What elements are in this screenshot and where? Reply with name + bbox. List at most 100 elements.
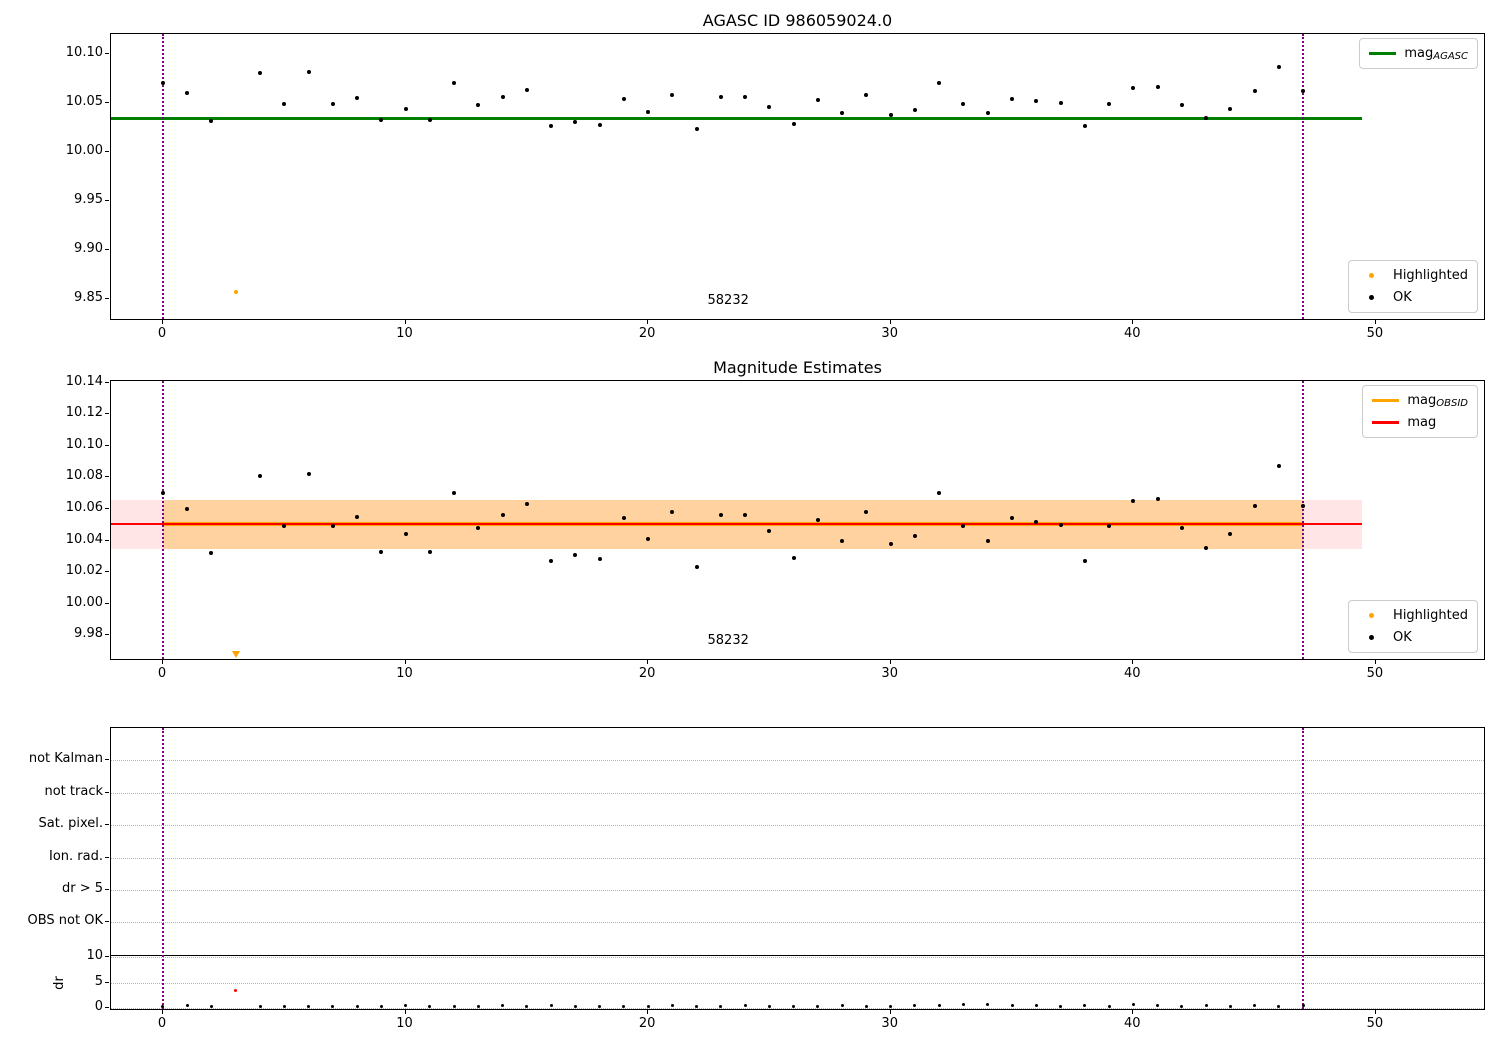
dr-point xyxy=(816,1005,820,1008)
dr-point xyxy=(1180,1004,1184,1008)
data-point xyxy=(597,557,602,562)
data-point xyxy=(1179,525,1184,530)
dr-point xyxy=(598,1005,602,1008)
dr-point xyxy=(573,1005,577,1009)
x-tick-mark xyxy=(1132,660,1134,664)
flag-gridline xyxy=(111,825,1484,827)
data-point xyxy=(306,69,311,74)
data-point xyxy=(743,95,748,100)
dr-point xyxy=(1277,1004,1281,1008)
y-tick-label: 10.14 xyxy=(65,373,103,389)
dr-point xyxy=(525,1004,529,1008)
data-point xyxy=(1010,516,1014,521)
obsid-boundary-vline xyxy=(1302,728,1305,1009)
dr-point xyxy=(622,1004,626,1008)
y-tick-label: 10.00 xyxy=(65,594,103,610)
data-point xyxy=(1276,64,1281,69)
legend-line-sample xyxy=(1369,52,1397,55)
legend-label: magAGASC xyxy=(1404,45,1468,62)
data-point xyxy=(1034,519,1039,524)
x-tick-mark xyxy=(889,660,891,664)
dr-tick-mark xyxy=(105,956,109,957)
data-point xyxy=(573,119,578,124)
plot-title-agasc: AGASC ID 986059024.0 xyxy=(702,11,893,30)
obsid-boundary-vline xyxy=(161,34,164,319)
x-tick-label: 20 xyxy=(638,666,656,681)
dr-point xyxy=(961,1003,965,1007)
dr-point xyxy=(1301,1004,1305,1008)
obsid-label: 58232 xyxy=(707,633,749,648)
dr-point xyxy=(404,1004,408,1008)
legend-label: mag xyxy=(1407,414,1437,430)
data-point xyxy=(524,88,529,93)
data-point xyxy=(1107,101,1112,106)
x-tick-label: 40 xyxy=(1124,1016,1141,1031)
dr-point xyxy=(355,1004,359,1008)
data-point xyxy=(549,123,554,128)
flag-row-label: OBS not OK xyxy=(27,913,104,929)
mag-line xyxy=(111,522,1363,526)
x-tick-mark xyxy=(1374,320,1376,324)
y-tick-label: 10.08 xyxy=(65,468,103,484)
flag-gridline xyxy=(111,792,1484,794)
data-point xyxy=(597,122,602,127)
flag-row-label: not track xyxy=(44,783,103,799)
data-point xyxy=(1204,546,1209,551)
dr-point xyxy=(185,1004,189,1008)
flag-row-label: dr > 5 xyxy=(61,881,103,896)
obsid-label: 58232 xyxy=(707,293,749,308)
data-point xyxy=(379,549,384,554)
dr-point xyxy=(840,1004,844,1008)
mag-agasc-line xyxy=(111,117,1363,120)
data-point xyxy=(985,110,990,115)
y-tick-label: 10.06 xyxy=(65,499,103,515)
legend-item-highlighted: Highlighted xyxy=(1358,266,1468,285)
y-tick-label: 10.02 xyxy=(65,563,103,579)
data-point xyxy=(1034,99,1039,104)
dr-point xyxy=(1059,1004,1063,1008)
data-point xyxy=(646,109,651,114)
data-point xyxy=(1252,503,1257,508)
data-point xyxy=(500,95,505,100)
dr-tick-mark xyxy=(105,981,109,983)
data-point xyxy=(1010,97,1014,102)
y-tick-label: 9.90 xyxy=(74,241,103,257)
flags-dr-axes xyxy=(110,727,1485,1010)
data-point xyxy=(621,516,626,521)
legend-highlighted-ok-top: Highlighted OK xyxy=(1348,260,1478,313)
data-point xyxy=(815,517,820,522)
dr-point xyxy=(937,1004,941,1008)
legend-item-ok: OK xyxy=(1358,288,1468,307)
x-tick-mark xyxy=(889,1010,891,1014)
y-tick-mark xyxy=(105,151,109,152)
flag-tick-mark xyxy=(105,791,109,793)
data-point xyxy=(573,552,578,557)
dr-point xyxy=(282,1004,286,1008)
data-point xyxy=(937,81,942,86)
data-point xyxy=(840,110,845,115)
dr-point xyxy=(1034,1004,1038,1008)
dr-point xyxy=(428,1004,432,1008)
data-point xyxy=(403,106,408,111)
x-tick-mark xyxy=(1374,1010,1376,1014)
flag-tick-mark xyxy=(105,759,109,761)
y-tick-mark xyxy=(105,634,109,636)
data-point xyxy=(258,70,262,75)
data-point xyxy=(1082,559,1087,564)
legend-line-sample xyxy=(1372,421,1400,424)
data-point xyxy=(524,502,529,507)
data-point xyxy=(160,81,165,86)
legend-label: Highlighted xyxy=(1393,608,1468,623)
dr-point xyxy=(646,1005,650,1009)
legend-item-mag-obsid: magOBSID xyxy=(1372,391,1468,410)
data-point xyxy=(185,91,190,96)
data-point xyxy=(500,513,505,518)
dr-point xyxy=(695,1005,699,1008)
dr-point xyxy=(161,1005,165,1008)
data-point xyxy=(718,513,723,518)
x-tick-label: 0 xyxy=(157,326,167,341)
legend-item-highlighted: Highlighted xyxy=(1358,606,1468,625)
data-point xyxy=(743,513,748,518)
obsid-boundary-vline xyxy=(161,381,164,659)
data-point xyxy=(1301,89,1306,94)
